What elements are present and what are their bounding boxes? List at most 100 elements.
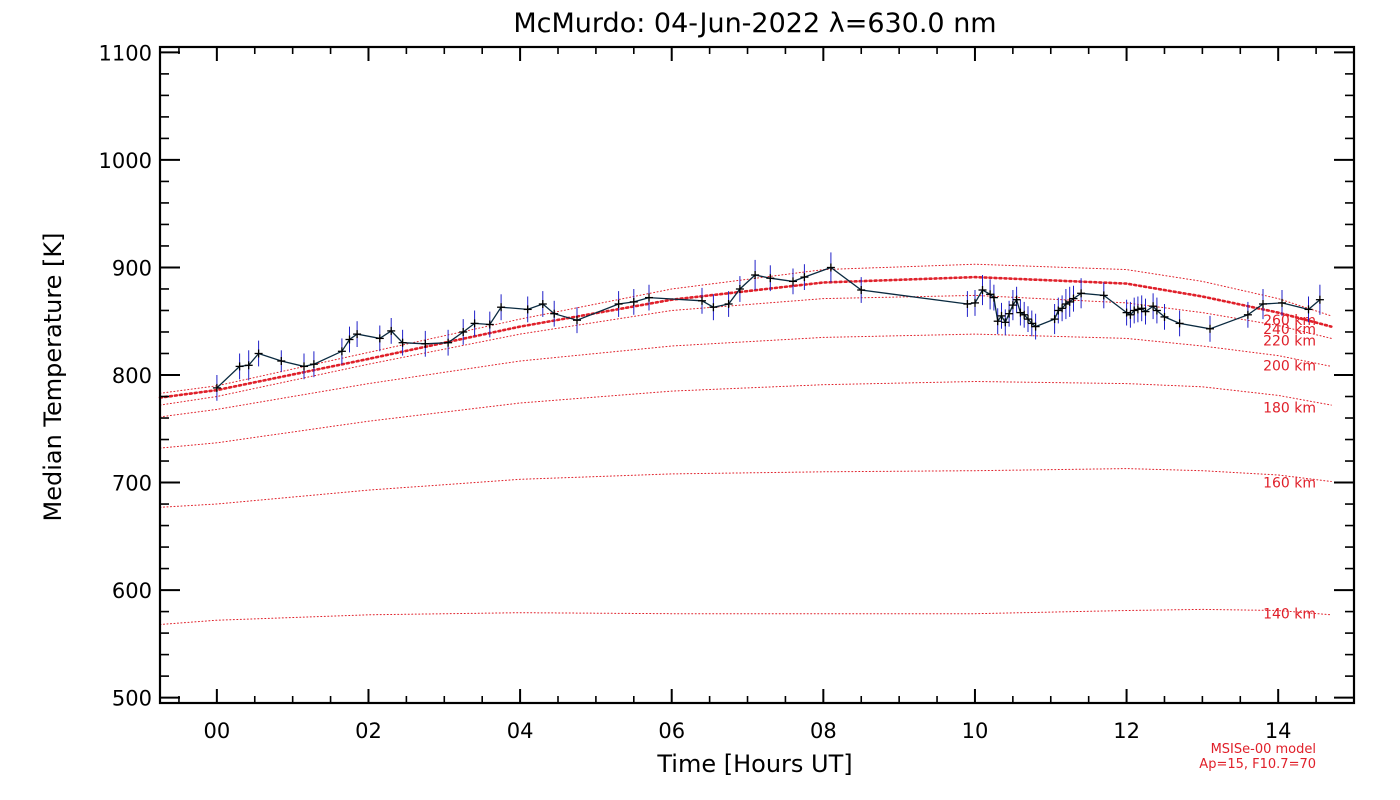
- model-label-220-km: 220 km: [1263, 334, 1316, 350]
- data-point: [212, 383, 221, 392]
- model-curve-240-km: [158, 275, 1333, 399]
- data-point: [1069, 294, 1078, 303]
- data-point: [614, 300, 623, 308]
- model-curve-220-km: [159, 294, 1332, 406]
- data-point: [244, 361, 253, 370]
- model-label-180-km: 180 km: [1263, 400, 1316, 416]
- data-point: [345, 335, 354, 344]
- y-tick-label: 1000: [99, 149, 152, 173]
- data-point: [1012, 295, 1021, 304]
- data-point: [353, 330, 362, 339]
- data-point: [997, 311, 1006, 320]
- y-tick-label: 900: [112, 256, 152, 280]
- model-curve-180-km: [159, 380, 1332, 449]
- chart-title: McMurdo: 04-Jun-2022 λ=630.0 nm: [513, 8, 996, 39]
- data-point: [1130, 306, 1139, 315]
- x-tick-label: 14: [1265, 719, 1292, 743]
- y-tick-label: 800: [112, 364, 152, 388]
- data-point: [1099, 291, 1108, 300]
- model-label-160-km: 160 km: [1263, 476, 1316, 492]
- plot-frame: [158, 45, 1356, 705]
- model-note-line-2: Ap=15, F10.7=70: [1199, 757, 1316, 772]
- data-point: [963, 300, 972, 308]
- data-point: [485, 320, 494, 329]
- data-point: [1206, 324, 1214, 333]
- data-point: [1031, 322, 1040, 331]
- data-point: [1304, 305, 1313, 314]
- data-point: [235, 362, 244, 371]
- data-point: [1077, 289, 1086, 298]
- data-point: [1020, 310, 1029, 319]
- model-curve-200-km: [159, 333, 1332, 418]
- x-axis: 00 02 04 06 08 10 12 14: [178, 47, 1355, 743]
- data-point: [309, 360, 318, 369]
- data-point: [1278, 298, 1286, 307]
- data-point: [1008, 301, 1017, 310]
- x-tick-label: 06: [658, 719, 685, 743]
- data-point: [1152, 306, 1161, 315]
- data-point: [573, 316, 581, 325]
- data-point: [538, 300, 547, 308]
- y-tick-label: 500: [112, 687, 152, 711]
- data-point: [375, 334, 384, 343]
- data-point: [709, 303, 718, 312]
- data-point: [1001, 318, 1010, 327]
- data-point: [444, 338, 453, 347]
- data-point: [993, 317, 1002, 326]
- model-label-240-km: 240 km: [1263, 322, 1316, 338]
- x-tick-label: 02: [355, 719, 382, 743]
- data-point: [698, 296, 706, 305]
- x-tick-label: 12: [1113, 719, 1140, 743]
- x-tick-label: 08: [810, 719, 837, 743]
- measured-series: [212, 252, 1324, 401]
- data-point: [989, 293, 998, 302]
- data-point: [1133, 305, 1142, 314]
- data-point: [398, 338, 407, 347]
- data-point: [1149, 302, 1158, 311]
- data-point: [1050, 315, 1059, 324]
- data-point: [387, 326, 396, 335]
- data-point: [1005, 309, 1014, 318]
- data-point: [470, 319, 479, 328]
- model-note-line-1: MSISe-00 model: [1211, 742, 1316, 757]
- x-tick-label: 10: [962, 719, 989, 743]
- data-point: [300, 362, 308, 371]
- data-point: [1126, 310, 1135, 319]
- data-point: [971, 298, 979, 307]
- model-label-260-km: 260 km: [1263, 313, 1316, 329]
- data-point: [1175, 319, 1184, 328]
- data-point: [337, 347, 346, 356]
- model-curve-140-km: [159, 608, 1332, 625]
- x-tick-label: 00: [203, 719, 230, 743]
- data-point: [735, 285, 744, 293]
- y-tick-label: 700: [112, 472, 152, 496]
- data-point: [523, 305, 532, 314]
- data-point: [800, 273, 809, 282]
- data-point: [978, 286, 987, 294]
- data-point: [826, 263, 835, 272]
- data-point: [421, 339, 430, 348]
- data-point: [254, 349, 263, 358]
- data-point: [645, 293, 653, 302]
- x-axis-label: Time [Hours UT]: [656, 750, 852, 778]
- data-point: [629, 297, 638, 306]
- data-point: [1259, 300, 1267, 308]
- y-axis: 500 600 700 800 900 1000 1100: [99, 41, 1354, 711]
- y-tick-label: 1100: [99, 41, 152, 65]
- data-point: [1058, 304, 1067, 313]
- data-point: [1315, 295, 1324, 304]
- x-tick-label: 04: [507, 719, 534, 743]
- data-point: [497, 303, 506, 312]
- model-curve-160-km: [159, 468, 1332, 508]
- measured-line: [216, 266, 1321, 389]
- y-tick-label: 600: [112, 579, 152, 603]
- data-point: [1160, 312, 1169, 321]
- data-point: [1243, 310, 1252, 319]
- data-point: [766, 274, 775, 283]
- data-point: [1024, 315, 1032, 324]
- data-point: [751, 271, 760, 279]
- data-point: [459, 328, 468, 336]
- data-point: [277, 357, 286, 365]
